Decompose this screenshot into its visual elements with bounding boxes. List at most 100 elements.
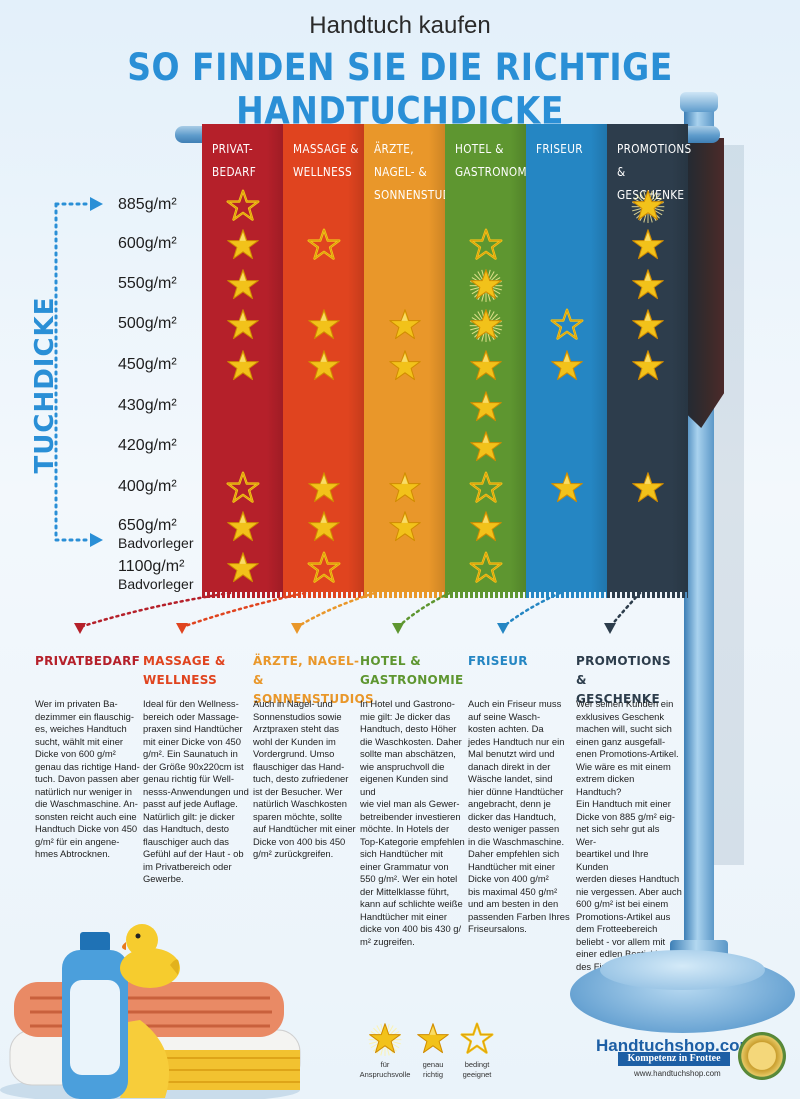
description-line: Daher empfehlen sich: [468, 848, 560, 859]
column-header-line: PRIVAT-: [212, 142, 253, 157]
description-line: die Waschmaschine. An-: [35, 798, 138, 809]
column-header-line: FRISEUR: [536, 142, 583, 157]
legend-label: bedingt geeignet: [442, 1060, 512, 1080]
legend-line: richtig: [422, 1070, 443, 1079]
axis-label: TUCHDICKE: [30, 296, 60, 474]
legend-line: bedingt: [464, 1060, 490, 1069]
column-connectors: [74, 591, 642, 634]
thickness-label: 450g/m²: [118, 356, 208, 374]
description-line: tuch, desto zufriedener: [253, 773, 349, 784]
column-header: FRISEUR: [526, 124, 607, 161]
description-line: desto weniger passen: [468, 823, 560, 834]
description-line: danach direkt in der: [468, 760, 551, 772]
star-filled-icon: [631, 308, 665, 342]
legend-star-glow-icon: [368, 1022, 402, 1056]
thickness-sub: Badvorleger: [118, 576, 194, 592]
description-line: 550 g/m². Wer ein hotel: [360, 873, 458, 884]
thickness-label: 650g/m² Badvorleger: [118, 517, 208, 551]
star-filled-icon: [226, 510, 260, 544]
description-line: dicker das Handtuch,: [468, 810, 557, 822]
column-header: PRIVAT- BEDARF: [202, 124, 283, 184]
thickness-label: 420g/m²: [118, 437, 208, 455]
star-filled-icon: [226, 308, 260, 342]
description-line: passenden Farben Ihres: [468, 910, 570, 922]
thickness-bracket: [54, 197, 103, 547]
description-line: Dicke von 600 g/m²: [35, 748, 116, 759]
description-line: g/m² zurückgreifen.: [253, 848, 334, 859]
description-line: beartikel und Ihre Kunden: [576, 848, 649, 872]
description-text: Ideal für den Wellness-bereich oder Mass…: [143, 698, 249, 886]
description-line: Wer seinen Kunden ein: [576, 698, 674, 709]
thickness-value: 600g/m²: [118, 235, 177, 252]
description-line: sonsten reicht auch eine: [35, 810, 137, 822]
description-line: m² zugreifen.: [360, 935, 415, 947]
star-filled-icon: [469, 349, 503, 383]
description-line: Dicke von 885 g/m² eig-: [576, 810, 676, 822]
description-line: beliebt - vor allem mit: [576, 935, 666, 947]
star-glow-icon: [631, 189, 665, 223]
thickness-value: 500g/m²: [118, 315, 177, 332]
description-line: jedes Handtuch nur ein: [468, 735, 565, 747]
thickness-label: 550g/m²: [118, 275, 208, 293]
star-outline-icon: [226, 189, 260, 223]
bath-illustration: [0, 924, 301, 1099]
heading-line: ÄRZTE, NAGEL- &: [253, 654, 360, 687]
legend-label: genau richtig: [398, 1060, 468, 1080]
description-line: das Handtuch, desto: [143, 823, 229, 834]
column-header-line: ÄRZTE, NAGEL- &: [374, 142, 428, 180]
star-filled-icon: [388, 308, 422, 342]
description-line: ist der Besucher. Wer: [253, 785, 343, 797]
description-line: Dicke von 400 g/m²: [468, 873, 549, 884]
description-line: Gefühl auf der Haut - ob: [143, 848, 244, 859]
star-filled-icon: [631, 471, 665, 505]
legend-line: für: [380, 1060, 390, 1069]
star-outline-icon: [550, 308, 584, 342]
heading-line: SONNENSTUDIOS: [253, 692, 374, 706]
towel-back-flap: [686, 138, 724, 428]
description-line: Friseursalons.: [468, 923, 527, 934]
star-glow-icon: [469, 268, 503, 302]
column-header-line: WELLNESS: [293, 165, 352, 180]
description-line: Promotions-Artikel aus: [576, 910, 671, 922]
description-line: Handtücher mit einer: [360, 910, 448, 922]
brand-name[interactable]: Handtuchshop.com: [596, 1036, 755, 1055]
column-header: MASSAGE & WELLNESS: [283, 124, 364, 184]
description-line: angebracht, denn je: [468, 798, 551, 809]
description-line: Dicke von 400 bis 450: [253, 835, 346, 847]
thickness-label: 1100g/m² Badvorleger: [118, 558, 208, 592]
brand-url[interactable]: www.handtuchshop.com: [634, 1069, 721, 1078]
star-filled-icon: [307, 349, 341, 383]
description-line: extrem dicken Handtuch?: [576, 773, 635, 797]
description-line: auf Handtücher mit einer: [253, 823, 356, 834]
thickness-label: 885g/m²: [118, 196, 208, 214]
description-text: Auch ein Friseur muss auf seine Wasch-kos…: [468, 698, 574, 936]
heading-line: PROMOTIONS &: [576, 654, 671, 687]
description-text: Auch in Nagel- und Sonnenstudios sowie Arz…: [253, 698, 359, 861]
brand-tagline: Kompetenz in Frottee: [618, 1052, 730, 1066]
heading-line: WELLNESS: [143, 673, 218, 687]
description-line: hmes Abtrocknen.: [35, 848, 111, 859]
description-line: Wie wäre es mit einem: [576, 760, 671, 772]
description-line: kann auf schlichte weiße: [360, 898, 463, 909]
star-filled-icon: [469, 430, 503, 464]
description-line: betreibender investieren: [360, 810, 461, 822]
legend-star-outline-icon: [460, 1022, 494, 1056]
description-line: kosten achten. Da: [468, 723, 544, 734]
thickness-value: 400g/m²: [118, 478, 177, 495]
description-line: mie gilt: Je dicker das: [360, 710, 451, 722]
description-text: Wer seinen Kunden ein exklusives Geschenk…: [576, 698, 682, 973]
column-header-line: BEDARF: [212, 165, 257, 180]
star-filled-icon: [388, 510, 422, 544]
star-outline-icon: [469, 471, 503, 505]
column-header-line: MASSAGE &: [293, 142, 359, 157]
description-line: nie vergessen. Aber auch: [576, 885, 682, 897]
star-filled-icon: [469, 390, 503, 424]
star-filled-icon: [631, 268, 665, 302]
quality-seal-icon: [738, 1032, 786, 1080]
description-line: in die Waschmaschine.: [468, 835, 565, 847]
thickness-value: 1100g/m²: [118, 558, 185, 575]
description-line: Top-Kategorie empfehlen: [360, 835, 465, 847]
description-line: genau richtig für Well-: [143, 773, 235, 784]
description-heading: FRISEUR: [468, 652, 578, 671]
description-text: In Hotel und Gastrono-mie gilt: Je dicke…: [360, 698, 466, 948]
